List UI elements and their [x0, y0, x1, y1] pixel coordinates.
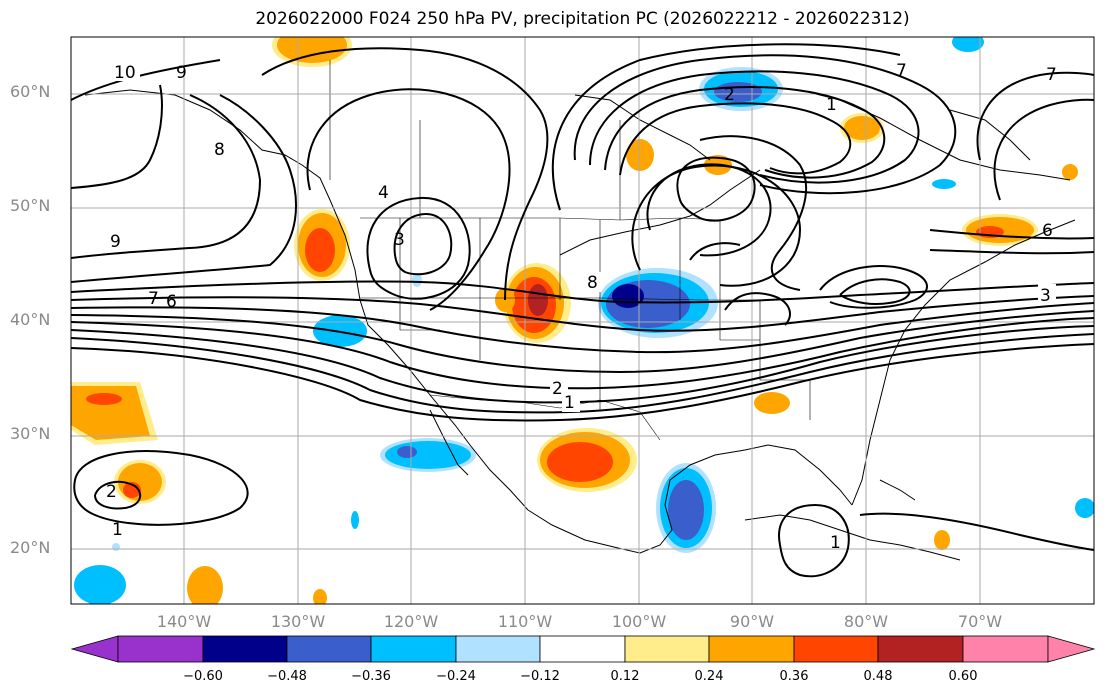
map-area: 10 9 8 9 7 6 3 4 8 2 1 2 1 7 2 1 3 6 1 7 [71, 37, 1094, 604]
negative-precip-area [412, 273, 422, 287]
colorbar-swatch [793, 635, 879, 663]
colorbar-tick: −0.36 [351, 669, 391, 684]
contour-label: 4 [378, 183, 389, 203]
positive-precip-area [294, 209, 350, 281]
positive-precip-area [1062, 164, 1078, 180]
lon-label-80w: 80°W [843, 612, 889, 631]
negative-precip-area [380, 438, 476, 472]
map-frame [70, 36, 1095, 605]
positive-precip-area [313, 589, 327, 604]
colorbar-tick: 0.48 [863, 669, 893, 684]
colorbar-extend-low [70, 635, 119, 663]
negative-precip-area [351, 511, 359, 529]
lat-label-20n: 20°N [10, 538, 51, 557]
lon-label-130w: 130°W [270, 612, 326, 631]
positive-precip-area [962, 214, 1038, 246]
colorbar-swatch [708, 635, 795, 663]
positive-precip-area [187, 566, 223, 604]
positive-precip-area [754, 392, 790, 414]
positive-precip-area [537, 428, 637, 492]
contour-label: 6 [1042, 221, 1053, 241]
lon-label-110w: 110°W [497, 612, 553, 631]
lon-label-140w: 140°W [156, 612, 212, 631]
contour-label: 9 [110, 232, 121, 252]
negative-precip-area [952, 37, 984, 52]
contour-labels: 10 9 8 9 7 6 3 4 8 2 1 2 1 7 2 1 3 6 1 7 [106, 61, 1057, 553]
colorbar-tick: 0.24 [694, 669, 724, 684]
contour-label: 6 [166, 292, 177, 312]
colorbar-tick: −0.48 [267, 669, 307, 684]
colorbar-tick: −0.12 [520, 669, 560, 684]
negative-precip-area [74, 565, 126, 604]
positive-precip-area [626, 139, 654, 171]
contour-label: 9 [176, 63, 187, 83]
colorbar [70, 635, 1096, 663]
colorbar-swatch [370, 635, 457, 663]
positive-precip-area [934, 530, 950, 550]
positive-precip-area [840, 113, 884, 143]
contour-label: 10 [114, 63, 136, 83]
lon-label-70w: 70°W [957, 612, 1003, 631]
colorbar-swatch [117, 635, 204, 663]
lat-label-50n: 50°N [10, 196, 51, 215]
lon-label-100w: 100°W [611, 612, 667, 631]
colorbar-swatch [455, 635, 541, 663]
lat-label-40n: 40°N [10, 310, 51, 329]
political-borders [329, 60, 811, 441]
contour-label: 7 [896, 61, 907, 81]
colorbar-tick: −0.24 [436, 669, 476, 684]
colorbar-tick: 0.12 [610, 669, 640, 684]
negative-precip-area [112, 543, 120, 551]
contour-label: 8 [587, 273, 598, 293]
contour-label: 3 [394, 230, 405, 250]
lon-label-90w: 90°W [729, 612, 775, 631]
contour-label: 1 [830, 533, 841, 553]
map-title: 2026022000 F024 250 hPa PV, precipitatio… [255, 9, 910, 29]
contour-label: 7 [1046, 65, 1057, 85]
contour-label: 1 [112, 520, 123, 540]
lat-label-60n: 60°N [10, 82, 51, 101]
contour-label: 1 [564, 393, 575, 413]
contour-label: 8 [214, 140, 225, 160]
colorbar-swatch [539, 635, 626, 663]
negative-precip-area [932, 179, 956, 189]
negative-precip-area [1075, 498, 1094, 518]
contour-label: 7 [148, 289, 159, 309]
precip-anomaly-fills [71, 37, 1094, 604]
contour-label: 3 [1040, 286, 1051, 306]
lat-label-30n: 30°N [10, 424, 51, 443]
lon-label-120w: 120°W [383, 612, 439, 631]
contour-label: 1 [826, 95, 837, 115]
positive-precip-area [71, 382, 158, 445]
colorbar-tick: 0.36 [779, 669, 809, 684]
colorbar-swatch [962, 635, 1049, 663]
positive-precip-area [272, 37, 352, 67]
contour-label: 2 [552, 379, 563, 399]
colorbar-tick: −0.60 [183, 669, 223, 684]
colorbar-swatch [202, 635, 288, 663]
colorbar-extend-high [1047, 635, 1096, 663]
colorbar-swatch [624, 635, 710, 663]
colorbar-tick: 0.60 [948, 669, 978, 684]
contour-label: 2 [106, 482, 117, 502]
colorbar-swatch [877, 635, 964, 663]
contour-label: 2 [724, 85, 735, 105]
colorbar-swatch [286, 635, 372, 663]
